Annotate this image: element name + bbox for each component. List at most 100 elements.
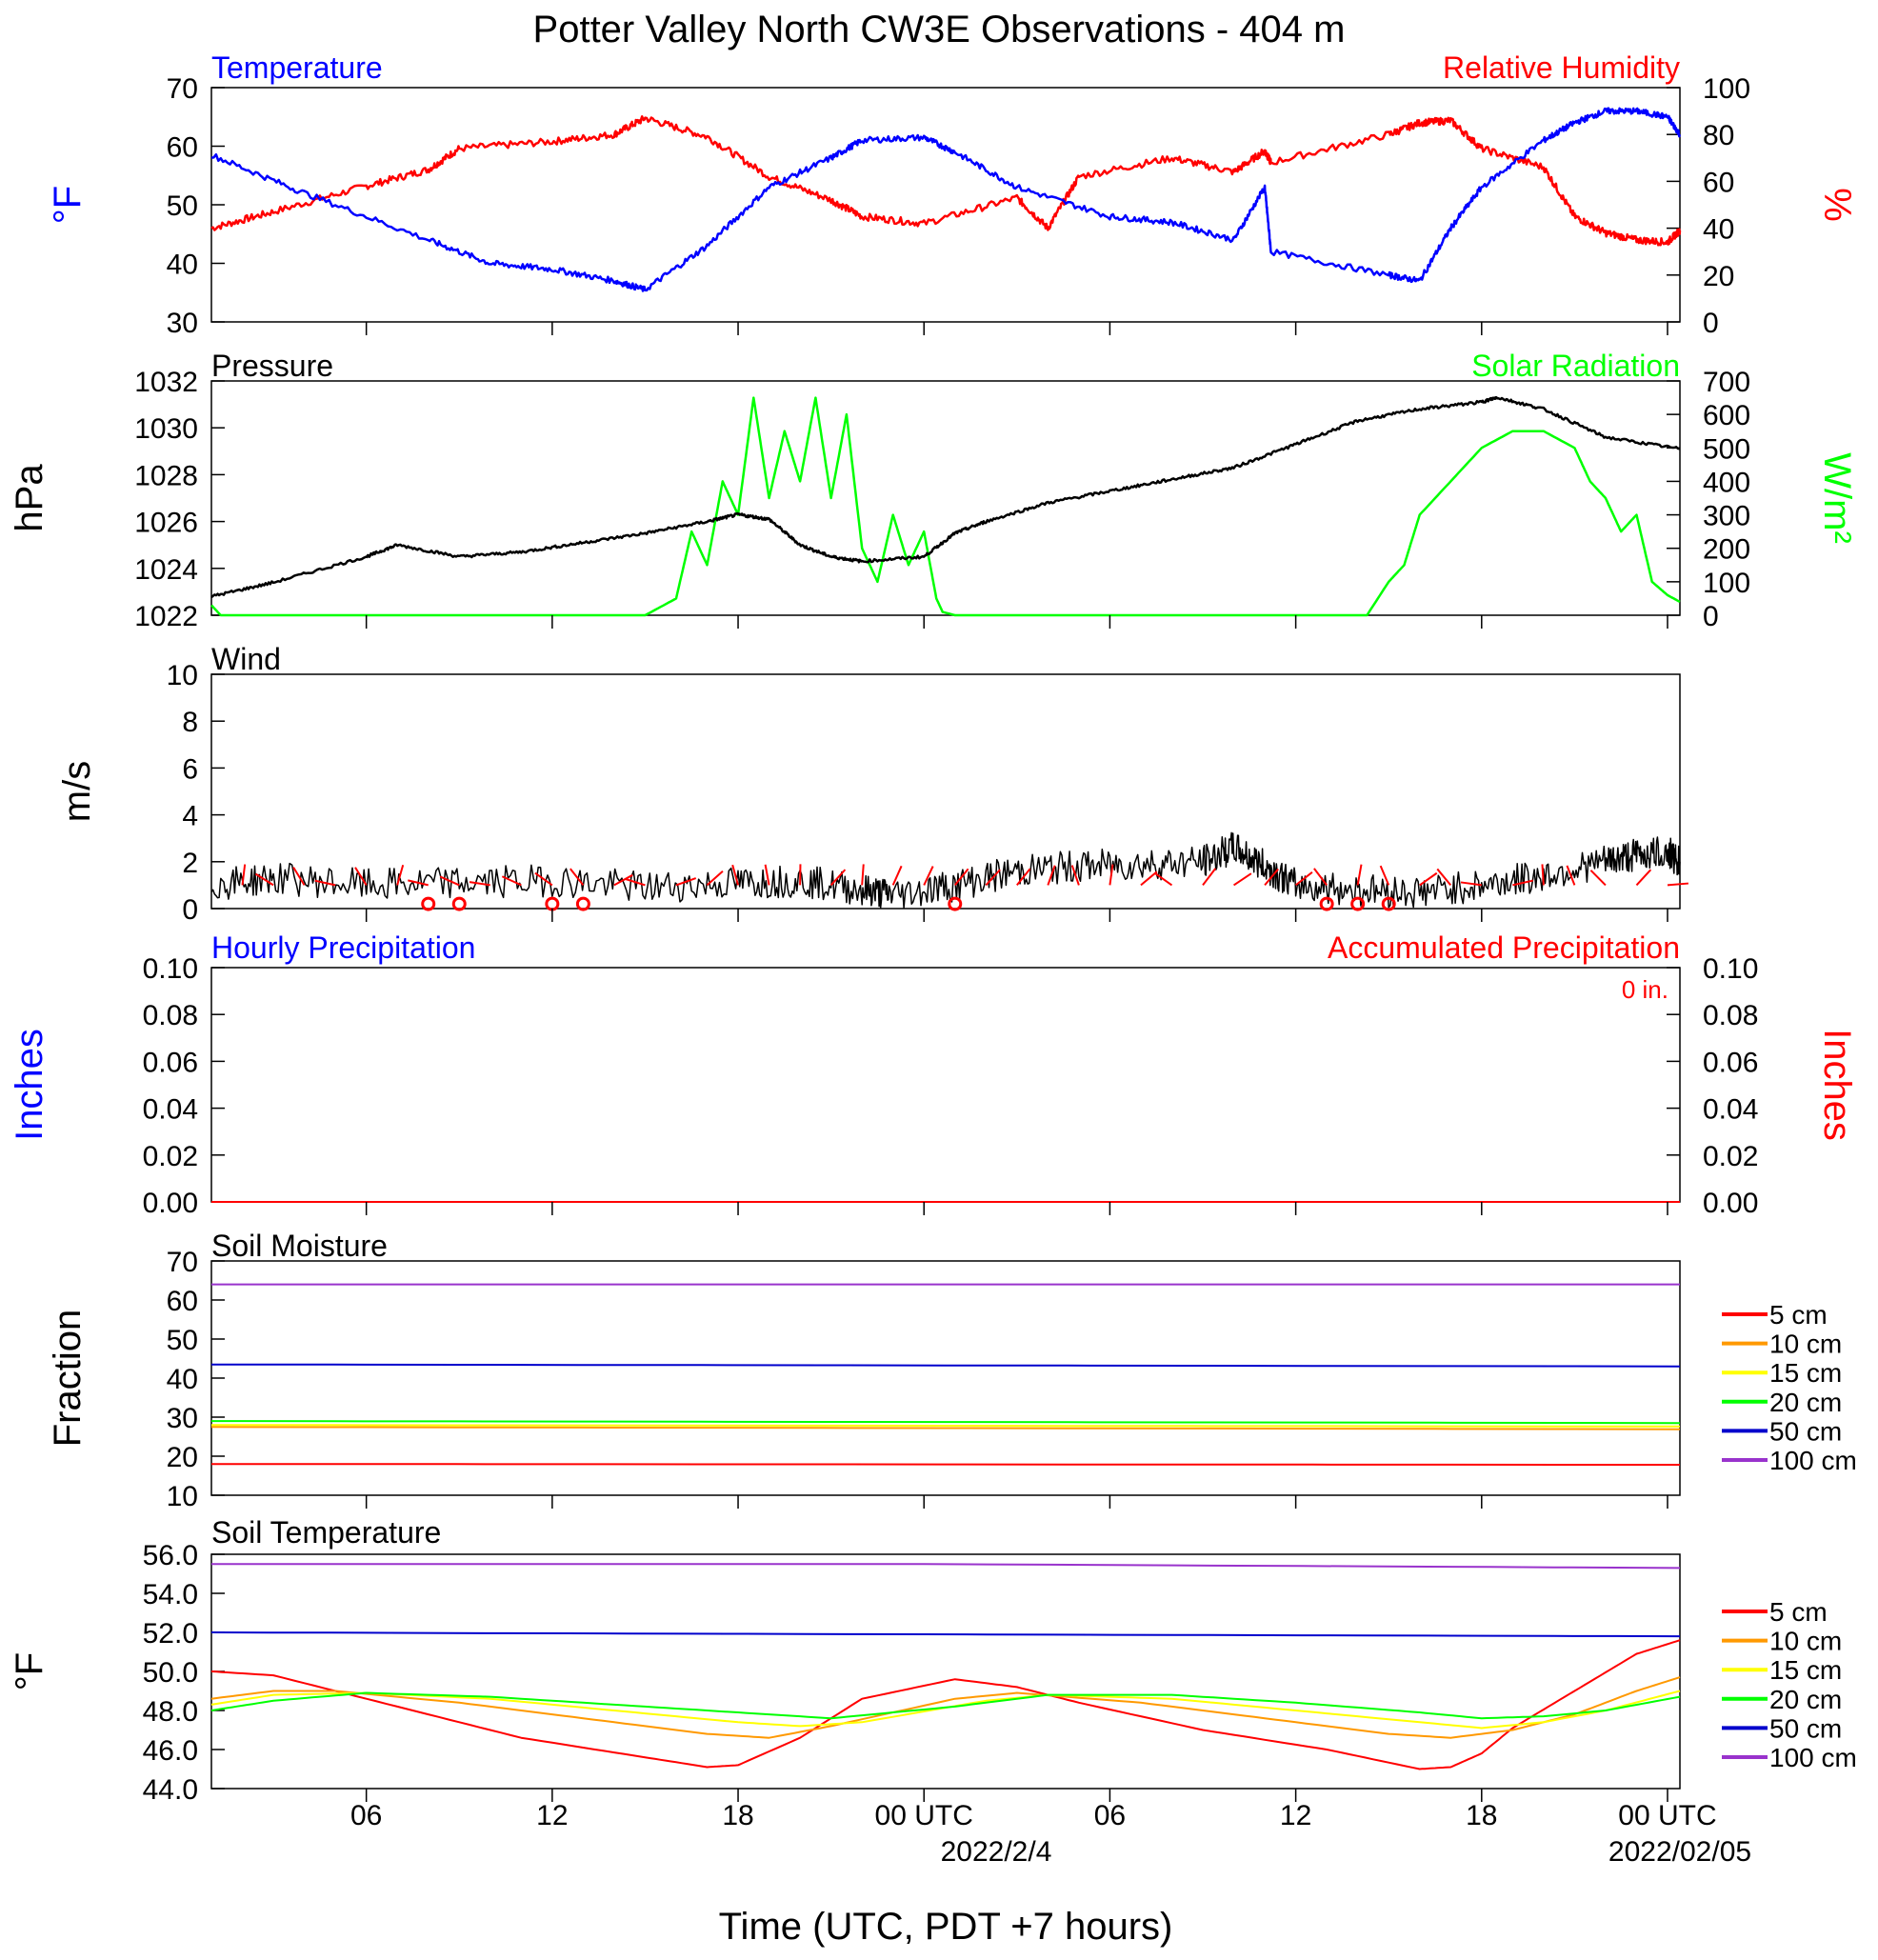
wind-barb (1541, 864, 1545, 886)
wind-barb (1566, 865, 1576, 886)
wind-barb (1153, 871, 1173, 887)
left-tick-label: 0.06 (143, 1047, 198, 1078)
left-tick-label: 1026 (134, 508, 198, 539)
wind-barb (396, 864, 405, 886)
pressure-unit-label: hPa (9, 464, 50, 532)
date-label-1: 2022/2/4 (941, 1836, 1052, 1868)
temp-unit-label: °F (47, 186, 89, 224)
left-tick-label: 40 (167, 1364, 198, 1395)
left-tick-label: 1022 (134, 601, 198, 632)
wind-barb (1016, 868, 1031, 887)
hourly-precip-unit-label: Inches (9, 1029, 50, 1141)
left-tick-label: 0 (182, 894, 198, 926)
calm-wind-marker (1319, 896, 1334, 911)
soil-moisture-unit-label: Fraction (47, 1310, 89, 1448)
solar-radiation-line (210, 396, 1681, 617)
wind-barb (1436, 868, 1452, 887)
right-tick-label: 0.00 (1703, 1188, 1758, 1219)
wind-barb (706, 870, 724, 887)
wind-barb (953, 868, 969, 887)
soil-temp-line-15cm (210, 1690, 1681, 1730)
wind-barb (1667, 882, 1688, 887)
left-tick-label: 40 (167, 250, 198, 281)
wind-tick-labels: 10 8 6 4 2 0 (167, 660, 225, 926)
x-axis-title: Time (UTC, PDT +7 hours) (719, 1906, 1173, 1948)
wind-unit-label: m/s (56, 761, 98, 822)
soil-temp-line-20cm (210, 1691, 1681, 1720)
left-tick-label: 1024 (134, 554, 198, 586)
wind-barb (731, 864, 740, 886)
wind-barb (1109, 864, 1114, 886)
calm-wind-marker (1381, 896, 1396, 911)
soil-temp-line-5cm (210, 1639, 1681, 1770)
temp-rh-series (210, 107, 1682, 292)
soil-temp-series (210, 1563, 1681, 1770)
accum-precip-tick-labels: 0.10 0.08 0.06 0.04 0.02 0.00 (1667, 953, 1758, 1219)
time-tick-marks (365, 322, 1668, 1802)
left-tick-label: 50.0 (143, 1657, 198, 1689)
time-tick-label: 00 UTC (1618, 1800, 1716, 1831)
left-tick-label: 1032 (134, 367, 198, 398)
left-tick-label: 10 (167, 660, 198, 691)
left-tick-label: 60 (167, 132, 198, 164)
soil-temp-panel: 56.0 54.0 52.0 50.0 48.0 46.0 44.0 Soil Temper… (9, 1515, 1857, 1806)
legend-label: 100 cm (1769, 1743, 1857, 1772)
legend-label: 20 cm (1769, 1388, 1842, 1417)
wind-barb (829, 869, 847, 887)
legend-label: 100 cm (1769, 1446, 1857, 1475)
wind-barb (314, 879, 336, 887)
left-tick-label: 70 (167, 73, 198, 105)
right-tick-label: 0.06 (1703, 1047, 1758, 1078)
soil-moisture-line-50cm (210, 1363, 1681, 1368)
legend-label: 15 cm (1769, 1655, 1842, 1685)
left-tick-label: 48.0 (143, 1696, 198, 1728)
pressure-panel-title: Pressure (211, 349, 333, 383)
accum-precip-unit-label: Inches (1816, 1029, 1858, 1141)
chart-title: Potter Valley North CW3E Observations - … (533, 9, 1346, 50)
wind-barb (1419, 871, 1438, 887)
pressure-line (210, 395, 1681, 599)
solar-panel-title: Solar Radiation (1471, 349, 1680, 383)
wind-barb (861, 864, 865, 886)
temperature-line (210, 107, 1681, 292)
left-tick-label: 0.08 (143, 1000, 198, 1031)
legend-label: 20 cm (1769, 1685, 1842, 1714)
right-tick-label: 0.02 (1703, 1141, 1758, 1172)
left-tick-label: 1028 (134, 460, 198, 491)
wind-panel-title: Wind (211, 642, 281, 676)
left-tick-label: 46.0 (143, 1735, 198, 1767)
wind-barb (625, 877, 646, 887)
legend-label: 10 cm (1769, 1627, 1842, 1656)
wind-speed-line (210, 831, 1681, 909)
temp-tick-labels: 70 60 50 40 30 (167, 73, 225, 339)
time-tick-labels: 06 12 18 00 UTC 06 12 18 00 UTC (350, 1800, 1717, 1831)
soil-temp-title: Soil Temperature (211, 1515, 441, 1550)
pressure-solar-series (210, 395, 1681, 617)
soil-moisture-line-10cm (210, 1426, 1681, 1430)
left-tick-label: 50 (167, 1325, 198, 1356)
left-tick-label: 44.0 (143, 1774, 198, 1806)
left-tick-label: 50 (167, 190, 198, 222)
right-tick-label: 20 (1703, 261, 1734, 292)
soil-moisture-panel: 70 60 50 40 30 20 10 Soil Moisture Fraction 5 … (47, 1229, 1857, 1512)
wind-series (210, 831, 1688, 911)
soil-temp-line-10cm (210, 1676, 1681, 1739)
left-tick-label: 20 (167, 1442, 198, 1473)
right-tick-label: 40 (1703, 214, 1734, 246)
right-tick-label: 60 (1703, 167, 1734, 198)
wind-barb (923, 866, 934, 886)
pressure-solar-frame (210, 380, 1681, 616)
time-tick-label: 12 (1280, 1800, 1311, 1831)
precip-panel: 0.10 0.08 0.06 0.04 0.02 0.00 0.10 0.08 0.06 0.0… (9, 930, 1858, 1219)
wind-barb (569, 868, 585, 887)
soil-moisture-tick-labels: 70 60 50 40 30 20 10 (167, 1247, 225, 1512)
left-tick-label: 30 (167, 308, 198, 339)
rh-tick-labels: 100 80 60 40 20 0 (1667, 73, 1750, 339)
left-tick-label: 10 (167, 1481, 198, 1512)
wind-barb (764, 864, 770, 886)
wind-barb (534, 871, 553, 887)
legend-label: 10 cm (1769, 1330, 1842, 1359)
